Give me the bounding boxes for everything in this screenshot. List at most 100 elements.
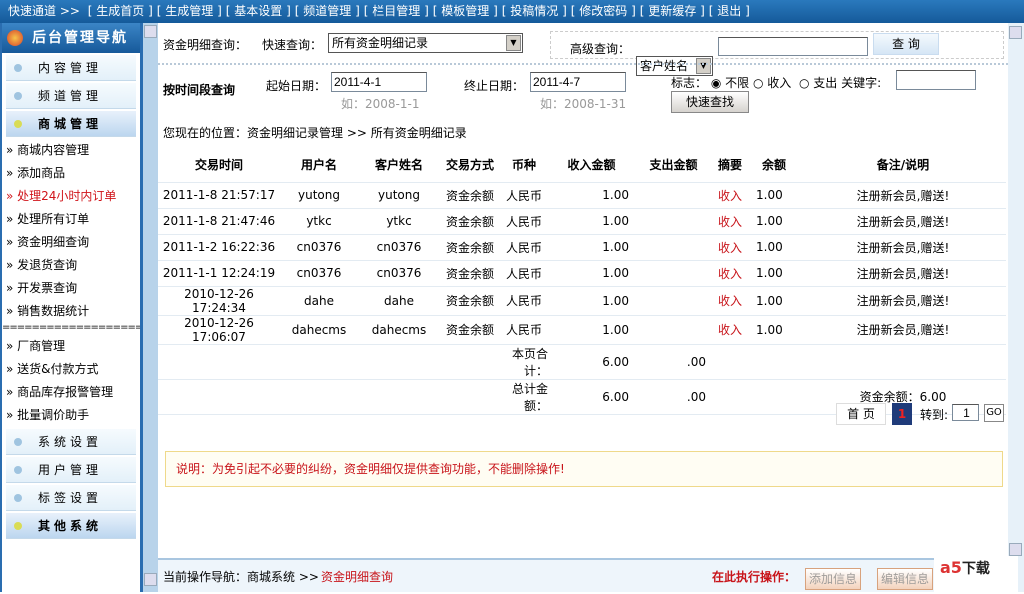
column-header: 收入金额 [548, 148, 635, 183]
sidebar-item[interactable]: 送货&付款方式 [2, 358, 140, 381]
sidebar-item[interactable]: 厂商管理 [2, 335, 140, 358]
add-info-button[interactable]: 添加信息 [805, 568, 861, 590]
sidebar-separator: ======================== [2, 323, 140, 333]
table-cell: 人民币 [500, 286, 548, 316]
sidebar-item[interactable]: 发退货查询 [2, 254, 140, 277]
sidebar-category[interactable]: 用户管理 [6, 457, 136, 483]
breadcrumb: 您现在的位置：资金明细记录管理 >> 所有资金明细记录 [163, 126, 467, 140]
sidebar-item[interactable]: 添加商品 [2, 162, 140, 185]
sidebar-item[interactable]: 商城内容管理 [2, 139, 140, 162]
top-nav-item[interactable]: [ 生成首页 ] [87, 4, 153, 18]
top-nav-item[interactable]: [ 频道管理 ] [294, 4, 360, 18]
quick-search-select[interactable]: 所有资金明细记录 ▼ [328, 33, 523, 53]
adv-field-select[interactable]: 客户姓名 ▼ [636, 56, 713, 76]
sidebar-toggle-strip[interactable] [143, 23, 158, 592]
top-nav-item[interactable]: [ 栏目管理 ] [363, 4, 429, 18]
sidebar-item[interactable]: 销售数据统计 [2, 300, 140, 323]
end-date-hint: 如：2008-1-31 [540, 97, 627, 111]
sidebar-category[interactable]: 其他系统 [6, 513, 136, 539]
scroll-up-icon[interactable] [144, 25, 157, 38]
sidebar-item[interactable]: 批量调价助手 [2, 404, 140, 427]
logo-icon [7, 30, 23, 46]
table-cell: 收入 [712, 208, 748, 235]
sidebar-category[interactable]: 商城管理 [6, 111, 136, 137]
sidebar-item[interactable]: 商品库存报警管理 [2, 381, 140, 404]
end-date-input[interactable] [530, 72, 626, 92]
total-cell [712, 379, 800, 415]
bullet-icon [14, 92, 22, 100]
table-cell: 注册新会员,赠送! [800, 208, 1006, 235]
query-button[interactable]: 查 询 [873, 33, 939, 55]
sidebar-item[interactable]: 处理所有订单 [2, 208, 140, 231]
top-nav-item[interactable]: [ 生成管理 ] [156, 4, 222, 18]
notice-box: 说明：为免引起不必要的纠纷，资金明细仅提供查询功能，不能删除操作! [165, 451, 1003, 487]
table-cell: 收入 [712, 182, 748, 209]
sidebar-category[interactable]: 内容管理 [6, 55, 136, 81]
table-cell: 注册新会员,赠送! [800, 260, 1006, 287]
sidebar-title: 后台管理导航 [2, 23, 140, 53]
table-cell [635, 208, 712, 235]
column-header: 币种 [500, 148, 548, 183]
watermark-logo: a5下载 [934, 556, 1018, 592]
range-title: 按时间段查询 [163, 83, 236, 97]
scroll-up-icon[interactable] [1009, 26, 1022, 39]
start-date-input[interactable] [331, 72, 427, 92]
total-cell: 本页合计： [500, 344, 548, 380]
goto-page-input[interactable] [952, 404, 979, 421]
first-page-button[interactable]: 首 页 [836, 403, 886, 425]
table-cell: 1.00 [748, 315, 800, 345]
go-button[interactable]: GO [984, 404, 1004, 422]
column-header: 备注/说明 [800, 148, 1006, 183]
radio-income[interactable]: ○ 收入 [752, 76, 792, 90]
sidebar-category[interactable]: 标签设置 [6, 485, 136, 511]
goto-label: 转到: [920, 408, 949, 422]
top-nav-item[interactable]: [ 修改密码 ] [570, 4, 636, 18]
radio-unlimited[interactable]: ◉ 不限 [710, 76, 750, 90]
top-nav-item[interactable]: [ 更新缓存 ] [639, 4, 705, 18]
table-cell [635, 182, 712, 209]
bullet-icon [14, 438, 22, 446]
top-nav-item[interactable]: [ 投稿情况 ] [501, 4, 567, 18]
table-cell: dahe [358, 286, 440, 316]
top-nav-item[interactable]: [ 模板管理 ] [432, 4, 498, 18]
table-cell [635, 315, 712, 345]
table-cell: 注册新会员,赠送! [800, 234, 1006, 261]
sidebar-category[interactable]: 频道管理 [6, 83, 136, 109]
total-cell [158, 379, 500, 415]
table-cell: 人民币 [500, 234, 548, 261]
table-cell: ytkc [358, 208, 440, 235]
keyword-input[interactable] [896, 70, 976, 90]
table-cell: cn0376 [358, 234, 440, 261]
top-nav-item[interactable]: [ 基本设置 ] [225, 4, 291, 18]
footer-bar: 当前操作导航：商城系统 >> 资金明细查询 在此执行操作： 添加信息 编辑信息 [158, 558, 1008, 592]
bullet-icon [14, 494, 22, 502]
vertical-scrollbar[interactable] [1008, 23, 1024, 592]
search-title: 资金明细查询： [163, 38, 248, 52]
sidebar-category[interactable]: 系统设置 [6, 429, 136, 455]
table-cell: 资金余额 [440, 208, 500, 235]
sidebar-item[interactable]: 资金明细查询 [2, 231, 140, 254]
top-nav-item[interactable]: [ 退出 ] [708, 4, 750, 18]
current-page[interactable]: 1 [892, 403, 912, 425]
scroll-down-icon[interactable] [1009, 543, 1022, 556]
adv-search-label: 高级查询： [570, 42, 631, 56]
sidebar-item[interactable]: 开发票查询 [2, 277, 140, 300]
table-cell: 2011-1-2 16:22:36 [158, 234, 280, 261]
table-row: 2011-1-2 16:22:36 cn0376 cn0376 资金余额 人民币 1.00… [158, 234, 1006, 261]
adv-search-input[interactable] [718, 37, 868, 56]
footer-nav-current[interactable]: 资金明细查询 [321, 570, 394, 584]
column-header: 交易方式 [440, 148, 500, 183]
scroll-down-icon[interactable] [144, 573, 157, 586]
sidebar-item[interactable]: 处理24小时内订单 [2, 185, 140, 208]
radio-expense[interactable]: ○ 支出 [795, 76, 838, 90]
main-content: 资金明细查询： 快速查询： 所有资金明细记录 ▼ 高级查询： 客户姓名 ▼ 查 询 … [158, 23, 1008, 558]
quick-find-button[interactable]: 快速查找 [671, 91, 749, 113]
table-cell: 2011-1-1 12:24:19 [158, 260, 280, 287]
total-cell: .00 [635, 344, 712, 380]
top-nav: 快速通道 >> [ 生成首页 ][ 生成管理 ][ 基本设置 ][ 频道管理 ]… [0, 0, 1024, 23]
table-row: 2010-12-26 17:24:34 dahe dahe 资金余额 人民币 1.00 收入… [158, 286, 1006, 316]
table-cell: cn0376 [358, 260, 440, 287]
table-row: 2010-12-26 17:06:07 dahecms dahecms 资金余额 人民币… [158, 315, 1006, 345]
sidebar: 后台管理导航 内容管理频道管理商城管理商城内容管理添加商品处理24小时内订单处理… [0, 23, 143, 592]
edit-info-button[interactable]: 编辑信息 [877, 568, 933, 590]
